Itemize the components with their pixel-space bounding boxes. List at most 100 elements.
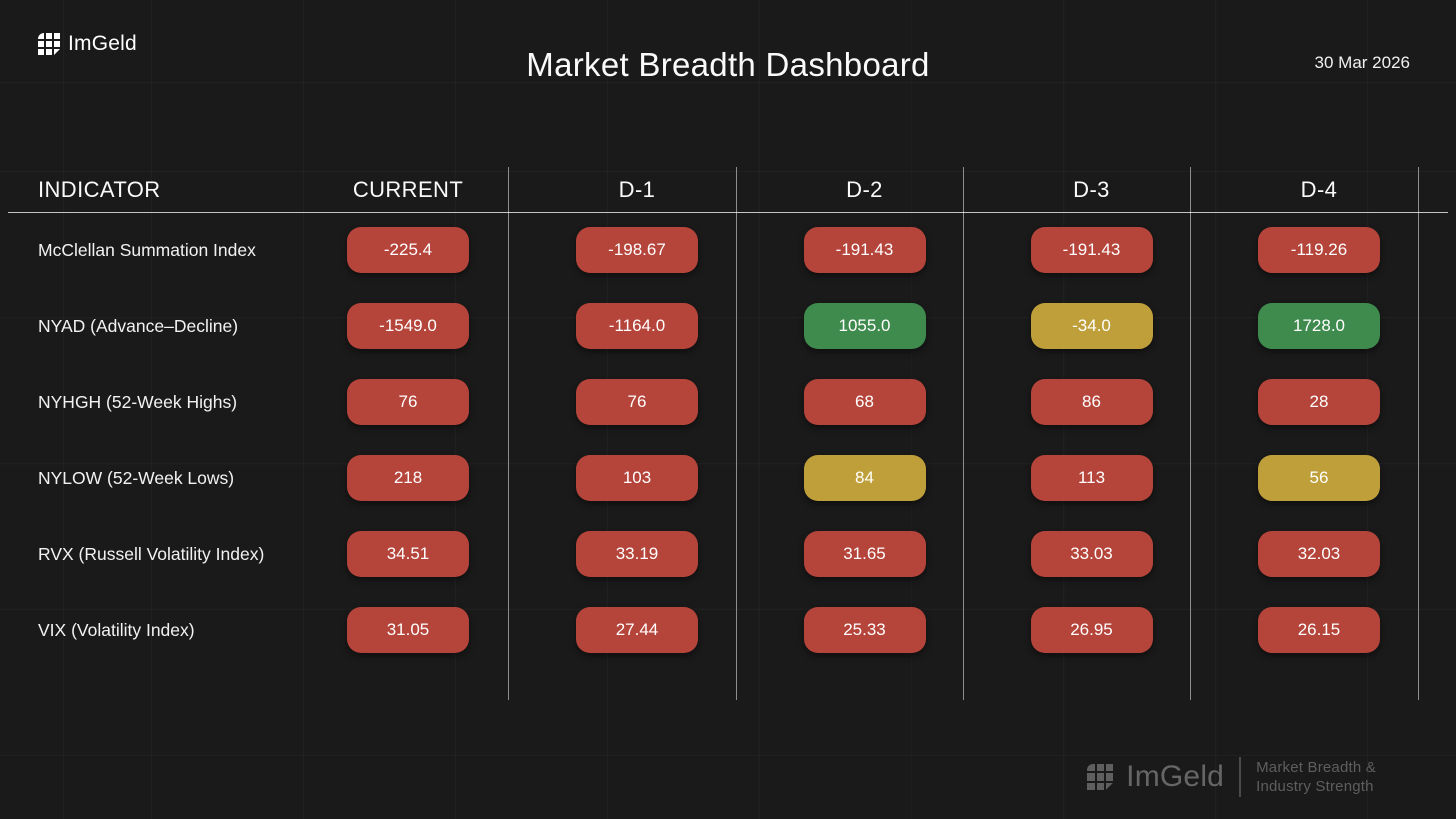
column-divider	[1418, 167, 1419, 700]
value-cell-d4: 1728.0	[1205, 303, 1433, 349]
status-badge: 34.51	[347, 531, 469, 577]
value-cell-d1: 103	[523, 455, 751, 501]
status-badge: 25.33	[803, 607, 926, 653]
status-badge: -191.43	[1030, 227, 1153, 273]
indicator-label: NYLOW (52-Week Lows)	[38, 467, 235, 488]
value-cell-d2: 84	[751, 455, 978, 501]
status-badge: 28	[1258, 379, 1380, 425]
status-badge: 86	[1030, 379, 1153, 425]
brand-logo-text: ImGeld	[68, 32, 137, 55]
header-underline	[8, 212, 1448, 213]
indicator-label: NYHGH (52-Week Highs)	[38, 391, 238, 412]
value-cell-d4: 28	[1205, 379, 1433, 425]
status-badge: 31.65	[803, 531, 926, 577]
value-cell-d3: 113	[978, 455, 1205, 501]
status-badge: 31.05	[347, 607, 469, 653]
table-row: NYHGH (52-Week Highs) 76 76 68 86 28	[8, 364, 1448, 440]
status-badge: 33.03	[1030, 531, 1153, 577]
status-badge: 26.15	[1258, 607, 1380, 653]
footer-divider	[1239, 757, 1242, 797]
report-date: 30 Mar 2026	[1314, 53, 1410, 72]
indicator-label: VIX (Volatility Index)	[38, 619, 195, 640]
status-badge: -1549.0	[347, 303, 469, 349]
column-divider	[963, 167, 964, 700]
value-cell-current: -225.4	[308, 227, 508, 273]
value-cell-d4: 32.03	[1205, 531, 1433, 577]
column-divider	[1190, 167, 1191, 700]
status-badge: 1728.0	[1258, 303, 1380, 349]
status-badge: -225.4	[347, 227, 469, 273]
column-header-d1: D-1	[618, 176, 656, 202]
indicator-label: NYAD (Advance–Decline)	[38, 315, 239, 336]
value-cell-d1: -198.67	[523, 227, 751, 273]
status-badge: -1164.0	[576, 303, 698, 349]
value-cell-d1: 27.44	[523, 607, 751, 653]
footer-tagline-line1: Market Breadth &	[1256, 758, 1376, 776]
status-badge: 218	[347, 455, 469, 501]
waffle-grid-icon	[1087, 764, 1114, 790]
status-badge: 68	[803, 379, 926, 425]
value-cell-d3: -34.0	[978, 303, 1205, 349]
table-header-row: INDICATOR CURRENT D-1 D-2 D-3 D-4	[8, 167, 1448, 212]
value-cell-d1: -1164.0	[523, 303, 751, 349]
footer-tagline: Market Breadth & Industry Strength	[1256, 758, 1376, 797]
status-badge: 103	[576, 455, 698, 501]
value-cell-current: -1549.0	[308, 303, 508, 349]
status-badge: 27.44	[576, 607, 698, 653]
value-cell-d1: 33.19	[523, 531, 751, 577]
table-row: RVX (Russell Volatility Index) 34.51 33.…	[8, 516, 1448, 592]
column-header-d3: D-3	[1073, 176, 1110, 202]
status-badge: -34.0	[1030, 303, 1153, 349]
status-badge: 76	[576, 379, 698, 425]
value-cell-d2: 68	[751, 379, 978, 425]
value-cell-d4: -119.26	[1205, 227, 1433, 273]
column-header-d2: D-2	[846, 176, 883, 202]
value-cell-current: 31.05	[308, 607, 508, 653]
column-header-d4: D-4	[1300, 176, 1338, 202]
footer-brand: ImGeld Market Breadth & Industry Strengt…	[1087, 757, 1376, 797]
waffle-grid-icon	[38, 33, 60, 55]
footer-logo-text: ImGeld	[1126, 760, 1225, 793]
status-badge: -198.67	[576, 227, 698, 273]
value-cell-d1: 76	[523, 379, 751, 425]
table-row: McClellan Summation Index -225.4 -198.67…	[8, 212, 1448, 288]
value-cell-d3: 26.95	[978, 607, 1205, 653]
table-row: NYLOW (52-Week Lows) 218 103 84 113 56	[8, 440, 1448, 516]
table-row: VIX (Volatility Index) 31.05 27.44 25.33…	[8, 592, 1448, 668]
page-title: Market Breadth Dashboard	[526, 46, 930, 83]
value-cell-d2: 1055.0	[751, 303, 978, 349]
value-cell-d3: 86	[978, 379, 1205, 425]
value-cell-d2: 31.65	[751, 531, 978, 577]
status-badge: 33.19	[576, 531, 698, 577]
value-cell-current: 34.51	[308, 531, 508, 577]
status-badge: 26.95	[1030, 607, 1153, 653]
value-cell-d4: 56	[1205, 455, 1433, 501]
status-badge: 56	[1258, 455, 1380, 501]
footer-tagline-line2: Industry Strength	[1256, 778, 1374, 795]
value-cell-d2: 25.33	[751, 607, 978, 653]
value-cell-d3: -191.43	[978, 227, 1205, 273]
indicator-table: INDICATOR CURRENT D-1 D-2 D-3 D-4 McClel…	[8, 167, 1448, 700]
value-cell-d3: 33.03	[978, 531, 1205, 577]
column-divider	[736, 167, 737, 700]
value-cell-current: 218	[308, 455, 508, 501]
column-header-current: CURRENT	[352, 176, 464, 202]
status-badge: 32.03	[1258, 531, 1380, 577]
brand-logo: ImGeld	[38, 32, 137, 56]
status-badge: 84	[803, 455, 926, 501]
status-badge: -191.43	[803, 227, 926, 273]
value-cell-d4: 26.15	[1205, 607, 1433, 653]
table-body: McClellan Summation Index -225.4 -198.67…	[8, 212, 1448, 668]
status-badge: 1055.0	[803, 303, 926, 349]
status-badge: -119.26	[1258, 227, 1380, 273]
status-badge: 76	[347, 379, 469, 425]
indicator-label: RVX (Russell Volatility Index)	[38, 543, 265, 564]
status-badge: 113	[1030, 455, 1153, 501]
value-cell-d2: -191.43	[751, 227, 978, 273]
table-row: NYAD (Advance–Decline) -1549.0 -1164.0 1…	[8, 288, 1448, 364]
column-divider	[508, 167, 509, 700]
indicator-label: McClellan Summation Index	[38, 239, 256, 260]
column-header-indicator: INDICATOR	[38, 176, 161, 202]
value-cell-current: 76	[308, 379, 508, 425]
